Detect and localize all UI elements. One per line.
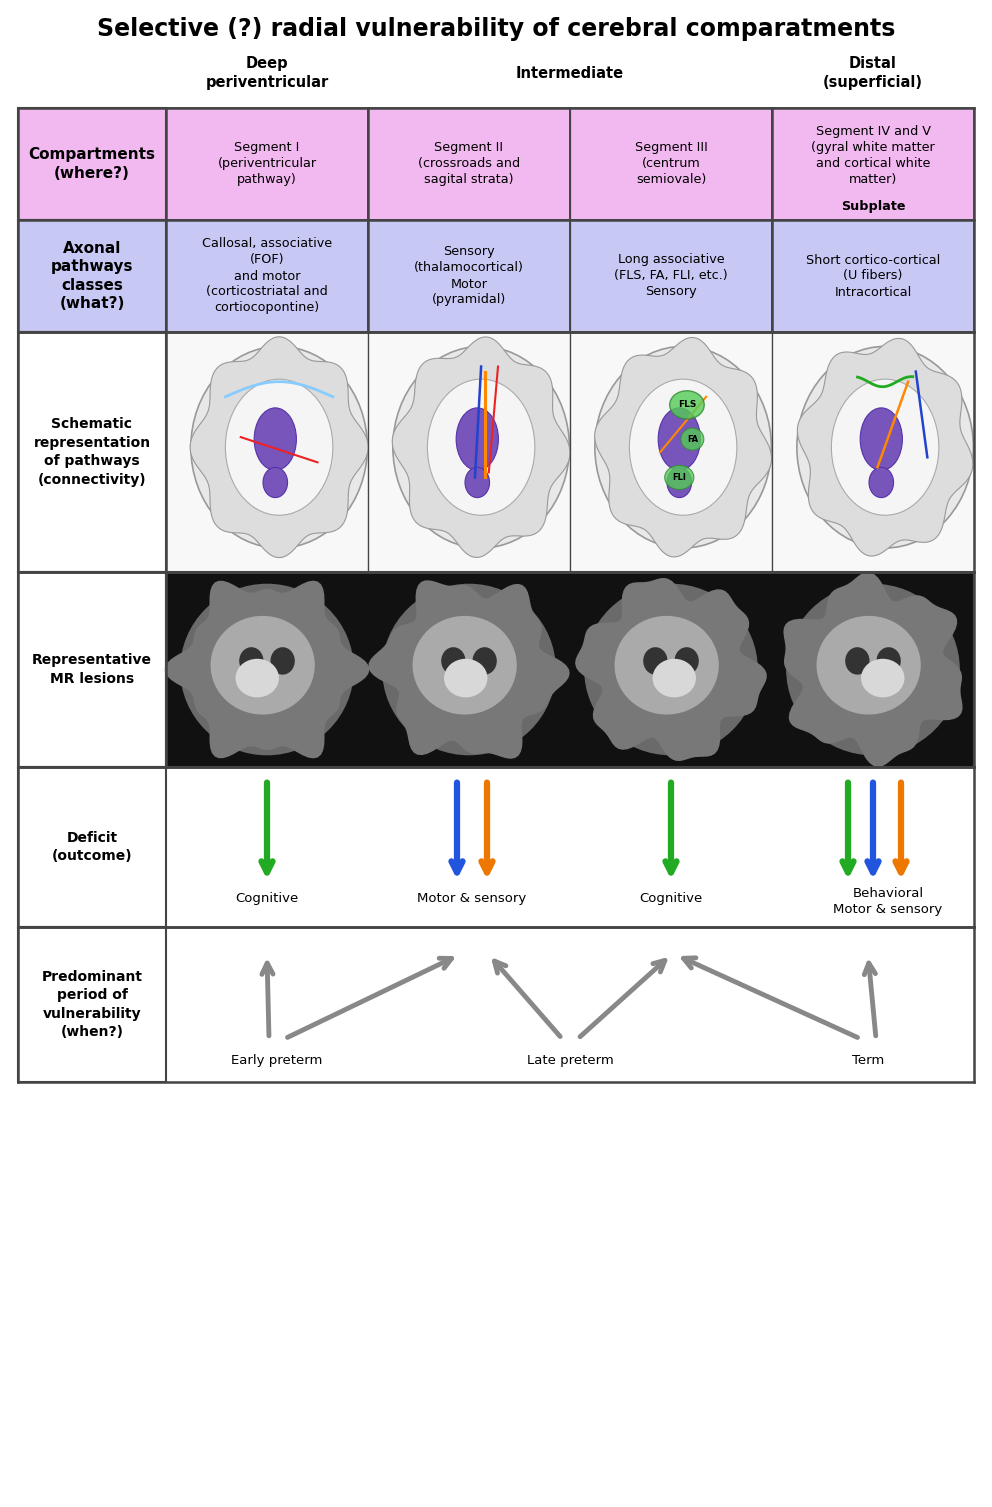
Text: Cognitive: Cognitive <box>235 892 299 904</box>
Ellipse shape <box>584 583 758 755</box>
Ellipse shape <box>181 583 354 755</box>
Polygon shape <box>165 580 369 758</box>
Text: Sensory
(thalamocortical)
Motor
(pyramidal): Sensory (thalamocortical) Motor (pyramid… <box>414 246 524 306</box>
Ellipse shape <box>675 647 698 675</box>
Text: Axonal
pathways
classes
(what?): Axonal pathways classes (what?) <box>51 241 133 312</box>
Text: Selective (?) radial vulnerability of cerebral comparatments: Selective (?) radial vulnerability of ce… <box>97 17 895 41</box>
Bar <box>18 927 166 1082</box>
Text: Late preterm: Late preterm <box>527 1053 613 1067</box>
Bar <box>166 332 368 573</box>
Text: Early preterm: Early preterm <box>231 1053 322 1067</box>
Ellipse shape <box>861 659 905 698</box>
Polygon shape <box>575 577 767 761</box>
Text: Predominant
period of
vulnerability
(when?): Predominant period of vulnerability (whe… <box>42 971 143 1040</box>
Bar <box>772 220 974 332</box>
Ellipse shape <box>595 347 772 549</box>
Bar <box>18 332 166 573</box>
Bar <box>18 573 166 767</box>
Text: Representative
MR lesions: Representative MR lesions <box>32 654 152 686</box>
Bar <box>772 109 974 220</box>
Ellipse shape <box>670 390 704 419</box>
Text: Schematic
representation
of pathways
(connectivity): Schematic representation of pathways (co… <box>34 417 151 487</box>
Ellipse shape <box>393 347 569 549</box>
Ellipse shape <box>428 380 535 515</box>
Polygon shape <box>798 339 973 556</box>
Ellipse shape <box>465 467 490 497</box>
Ellipse shape <box>643 647 668 675</box>
Ellipse shape <box>869 467 894 497</box>
Ellipse shape <box>860 408 903 470</box>
Text: Segment II
(crossroads and
sagital strata): Segment II (crossroads and sagital strat… <box>418 142 520 187</box>
Text: FLI: FLI <box>673 473 686 482</box>
Ellipse shape <box>441 647 465 675</box>
Text: Subplate: Subplate <box>841 200 906 212</box>
Bar <box>368 109 570 220</box>
Text: Term: Term <box>852 1053 884 1067</box>
Text: Short cortico-cortical
(U fibers)
Intracortical: Short cortico-cortical (U fibers) Intrac… <box>806 253 940 298</box>
Ellipse shape <box>665 466 693 490</box>
Text: Distal
(superficial): Distal (superficial) <box>823 56 923 90</box>
Text: Segment III
(centrum
semiovale): Segment III (centrum semiovale) <box>635 142 707 187</box>
Text: Motor & sensory: Motor & sensory <box>418 892 527 904</box>
Bar <box>772 332 974 573</box>
Bar <box>166 109 368 220</box>
Bar <box>570 332 772 573</box>
Ellipse shape <box>786 583 960 755</box>
Bar <box>166 573 974 767</box>
Polygon shape <box>190 336 368 558</box>
Ellipse shape <box>629 380 737 515</box>
Bar <box>570 109 772 220</box>
Ellipse shape <box>382 583 556 755</box>
Text: Deep
periventricular: Deep periventricular <box>205 56 328 90</box>
Ellipse shape <box>210 616 314 714</box>
Polygon shape <box>368 580 569 760</box>
Text: Callosal, associative
(FOF)
and motor
(corticostriatal and
cortiocopontine): Callosal, associative (FOF) and motor (c… <box>202 238 332 315</box>
Bar <box>368 220 570 332</box>
Ellipse shape <box>653 659 696 698</box>
Ellipse shape <box>614 616 719 714</box>
Text: Long associative
(FLS, FA, FLI, etc.)
Sensory: Long associative (FLS, FA, FLI, etc.) Se… <box>614 253 728 298</box>
Ellipse shape <box>444 659 487 698</box>
Ellipse shape <box>831 380 938 515</box>
Ellipse shape <box>456 408 498 470</box>
Ellipse shape <box>254 408 297 470</box>
Bar <box>18 109 166 220</box>
Ellipse shape <box>225 380 333 515</box>
Bar <box>18 767 166 927</box>
Polygon shape <box>594 338 772 558</box>
Ellipse shape <box>472 647 497 675</box>
Polygon shape <box>784 573 962 767</box>
Ellipse shape <box>845 647 870 675</box>
Text: Segment I
(periventricular
pathway): Segment I (periventricular pathway) <box>217 142 316 187</box>
Text: FA: FA <box>686 434 698 443</box>
Text: Behavioral
Motor & sensory: Behavioral Motor & sensory <box>833 886 942 916</box>
Ellipse shape <box>797 347 973 549</box>
Ellipse shape <box>190 347 367 549</box>
Ellipse shape <box>413 616 517 714</box>
Text: Segment IV and V
(gyral white matter
and cortical white
matter): Segment IV and V (gyral white matter and… <box>811 125 934 185</box>
Text: Compartments
(where?): Compartments (where?) <box>29 148 156 181</box>
Text: Deficit
(outcome): Deficit (outcome) <box>52 830 132 864</box>
Ellipse shape <box>877 647 901 675</box>
Ellipse shape <box>681 428 704 451</box>
Ellipse shape <box>239 647 264 675</box>
Text: Intermediate: Intermediate <box>516 66 624 81</box>
Bar <box>18 220 166 332</box>
Polygon shape <box>392 338 570 558</box>
Ellipse shape <box>658 408 700 470</box>
Ellipse shape <box>263 467 288 497</box>
Ellipse shape <box>667 467 691 497</box>
Bar <box>570 220 772 332</box>
Ellipse shape <box>271 647 295 675</box>
Text: Cognitive: Cognitive <box>640 892 702 904</box>
Text: FLS: FLS <box>678 401 696 410</box>
Bar <box>368 332 570 573</box>
Ellipse shape <box>816 616 921 714</box>
Ellipse shape <box>235 659 279 698</box>
Bar <box>166 220 368 332</box>
